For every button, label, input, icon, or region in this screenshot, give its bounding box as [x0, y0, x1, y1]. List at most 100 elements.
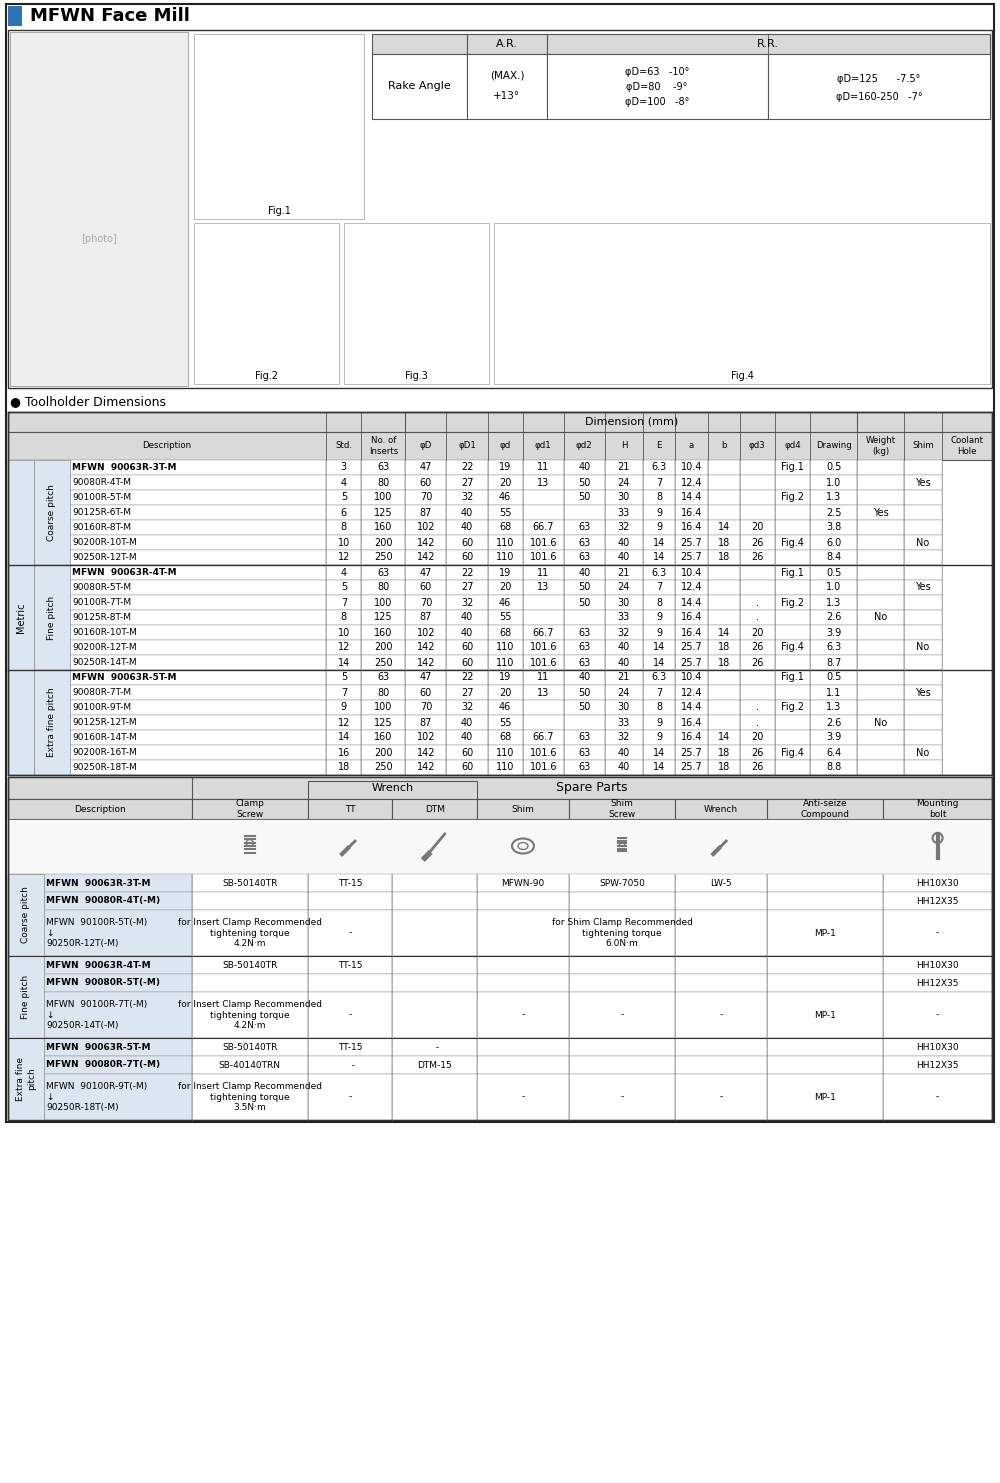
- Bar: [810, 759, 857, 776]
- Text: 50: 50: [578, 492, 591, 503]
- Bar: [675, 624, 708, 641]
- Text: 20: 20: [751, 627, 764, 638]
- Text: 46: 46: [499, 703, 511, 712]
- Text: 19: 19: [499, 463, 511, 473]
- Text: SB-50140TR: SB-50140TR: [222, 961, 277, 970]
- Bar: [446, 535, 488, 550]
- Bar: [361, 641, 405, 655]
- Text: Anti-seize
Compound: Anti-seize Compound: [801, 799, 850, 819]
- Bar: [767, 957, 883, 974]
- Text: Mounting
bolt: Mounting bolt: [916, 799, 959, 819]
- Text: 46: 46: [499, 598, 511, 608]
- Bar: [488, 595, 523, 610]
- Bar: [643, 595, 675, 610]
- Text: 9: 9: [656, 507, 662, 518]
- Text: HH10X30: HH10X30: [916, 961, 959, 970]
- Text: 20: 20: [751, 522, 764, 532]
- Text: 110: 110: [496, 537, 514, 547]
- Bar: [446, 580, 488, 595]
- Text: 14: 14: [653, 553, 665, 562]
- Bar: [643, 521, 675, 535]
- Text: 90100R-9T-M: 90100R-9T-M: [72, 703, 131, 712]
- Bar: [883, 799, 992, 819]
- Bar: [8, 550, 326, 565]
- Text: 47: 47: [420, 672, 432, 682]
- Bar: [643, 641, 675, 655]
- Bar: [857, 595, 904, 610]
- Bar: [446, 744, 488, 759]
- Text: (MAX.): (MAX.): [490, 71, 524, 82]
- Text: Fig.4: Fig.4: [781, 642, 804, 653]
- Text: Clamp
Screw: Clamp Screw: [235, 799, 264, 819]
- Bar: [883, 974, 992, 992]
- Text: 6.0: 6.0: [826, 537, 841, 547]
- Bar: [605, 624, 643, 641]
- Bar: [767, 992, 883, 1038]
- Text: 6.3: 6.3: [651, 463, 667, 473]
- Bar: [857, 535, 904, 550]
- Text: No: No: [874, 612, 887, 623]
- Text: 40: 40: [461, 522, 473, 532]
- Text: Extra fine
pitch: Extra fine pitch: [16, 1057, 36, 1100]
- Bar: [643, 685, 675, 700]
- Bar: [326, 685, 361, 700]
- Text: MFWN  90063R-4T-M: MFWN 90063R-4T-M: [46, 961, 151, 970]
- Bar: [446, 670, 488, 685]
- Bar: [675, 799, 767, 819]
- Bar: [8, 475, 326, 489]
- Bar: [523, 700, 564, 715]
- Text: 22: 22: [461, 672, 473, 682]
- Text: 60: 60: [461, 762, 473, 773]
- Text: 20: 20: [499, 583, 511, 593]
- Bar: [446, 475, 488, 489]
- Bar: [361, 475, 405, 489]
- Bar: [904, 655, 942, 670]
- Text: 40: 40: [578, 672, 590, 682]
- Text: 19: 19: [499, 672, 511, 682]
- Text: MFWN-90: MFWN-90: [501, 878, 545, 887]
- Bar: [643, 565, 675, 580]
- Bar: [564, 489, 605, 506]
- Bar: [392, 911, 477, 957]
- Text: 18: 18: [718, 762, 730, 773]
- Text: 47: 47: [420, 463, 432, 473]
- Bar: [564, 521, 605, 535]
- Text: 9: 9: [656, 718, 662, 728]
- Bar: [857, 759, 904, 776]
- Bar: [446, 460, 488, 475]
- Text: DTM: DTM: [425, 804, 445, 814]
- Bar: [904, 535, 942, 550]
- Text: MFWN  90063R-3T-M: MFWN 90063R-3T-M: [72, 463, 176, 472]
- Text: 110: 110: [496, 553, 514, 562]
- Bar: [308, 911, 392, 957]
- Text: 24: 24: [618, 478, 630, 488]
- Bar: [326, 700, 361, 715]
- Bar: [675, 460, 708, 475]
- Text: 7: 7: [656, 478, 662, 488]
- Text: Dimension (mm): Dimension (mm): [585, 417, 678, 427]
- Text: 10.4: 10.4: [681, 568, 702, 577]
- Text: 250: 250: [374, 553, 393, 562]
- Text: 8: 8: [341, 522, 347, 532]
- Text: Fine pitch: Fine pitch: [22, 974, 30, 1019]
- Bar: [446, 506, 488, 521]
- Text: 87: 87: [420, 718, 432, 728]
- Text: 90160R-8T-M: 90160R-8T-M: [72, 523, 131, 532]
- Bar: [523, 759, 564, 776]
- Text: TT-15: TT-15: [338, 961, 362, 970]
- Bar: [564, 595, 605, 610]
- Bar: [569, 799, 675, 819]
- Bar: [8, 744, 326, 759]
- Text: [photo]: [photo]: [81, 234, 117, 245]
- Bar: [326, 535, 361, 550]
- Bar: [326, 580, 361, 595]
- Bar: [775, 580, 810, 595]
- Bar: [605, 655, 643, 670]
- Bar: [775, 685, 810, 700]
- Bar: [767, 974, 883, 992]
- Bar: [810, 610, 857, 624]
- Text: 26: 26: [751, 537, 764, 547]
- Bar: [523, 595, 564, 610]
- Bar: [405, 744, 446, 759]
- Text: 90160R-10T-M: 90160R-10T-M: [72, 627, 137, 638]
